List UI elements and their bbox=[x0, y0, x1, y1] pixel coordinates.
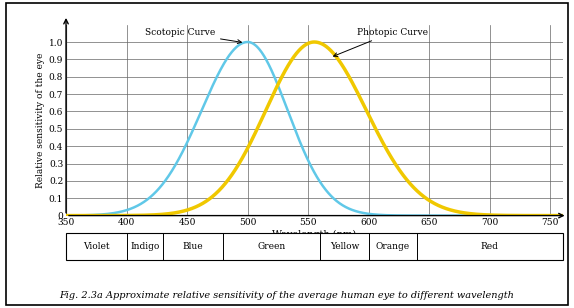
Y-axis label: Relative sensitivity of the eye: Relative sensitivity of the eye bbox=[36, 52, 45, 188]
X-axis label: Wavelength (nm): Wavelength (nm) bbox=[272, 230, 356, 239]
Text: Green: Green bbox=[258, 242, 286, 251]
Text: Scotopic Curve: Scotopic Curve bbox=[145, 28, 242, 43]
Text: Orange: Orange bbox=[376, 242, 410, 251]
Text: Photopic Curve: Photopic Curve bbox=[333, 28, 428, 56]
Text: Red: Red bbox=[481, 242, 499, 251]
Text: Violet: Violet bbox=[83, 242, 110, 251]
Text: Fig. 2.3a Approximate relative sensitivity of the average human eye to different: Fig. 2.3a Approximate relative sensitivi… bbox=[60, 291, 514, 300]
Bar bbox=[66, 233, 563, 260]
Text: Indigo: Indigo bbox=[130, 242, 160, 251]
Text: Blue: Blue bbox=[183, 242, 203, 251]
Text: Yellow: Yellow bbox=[330, 242, 359, 251]
